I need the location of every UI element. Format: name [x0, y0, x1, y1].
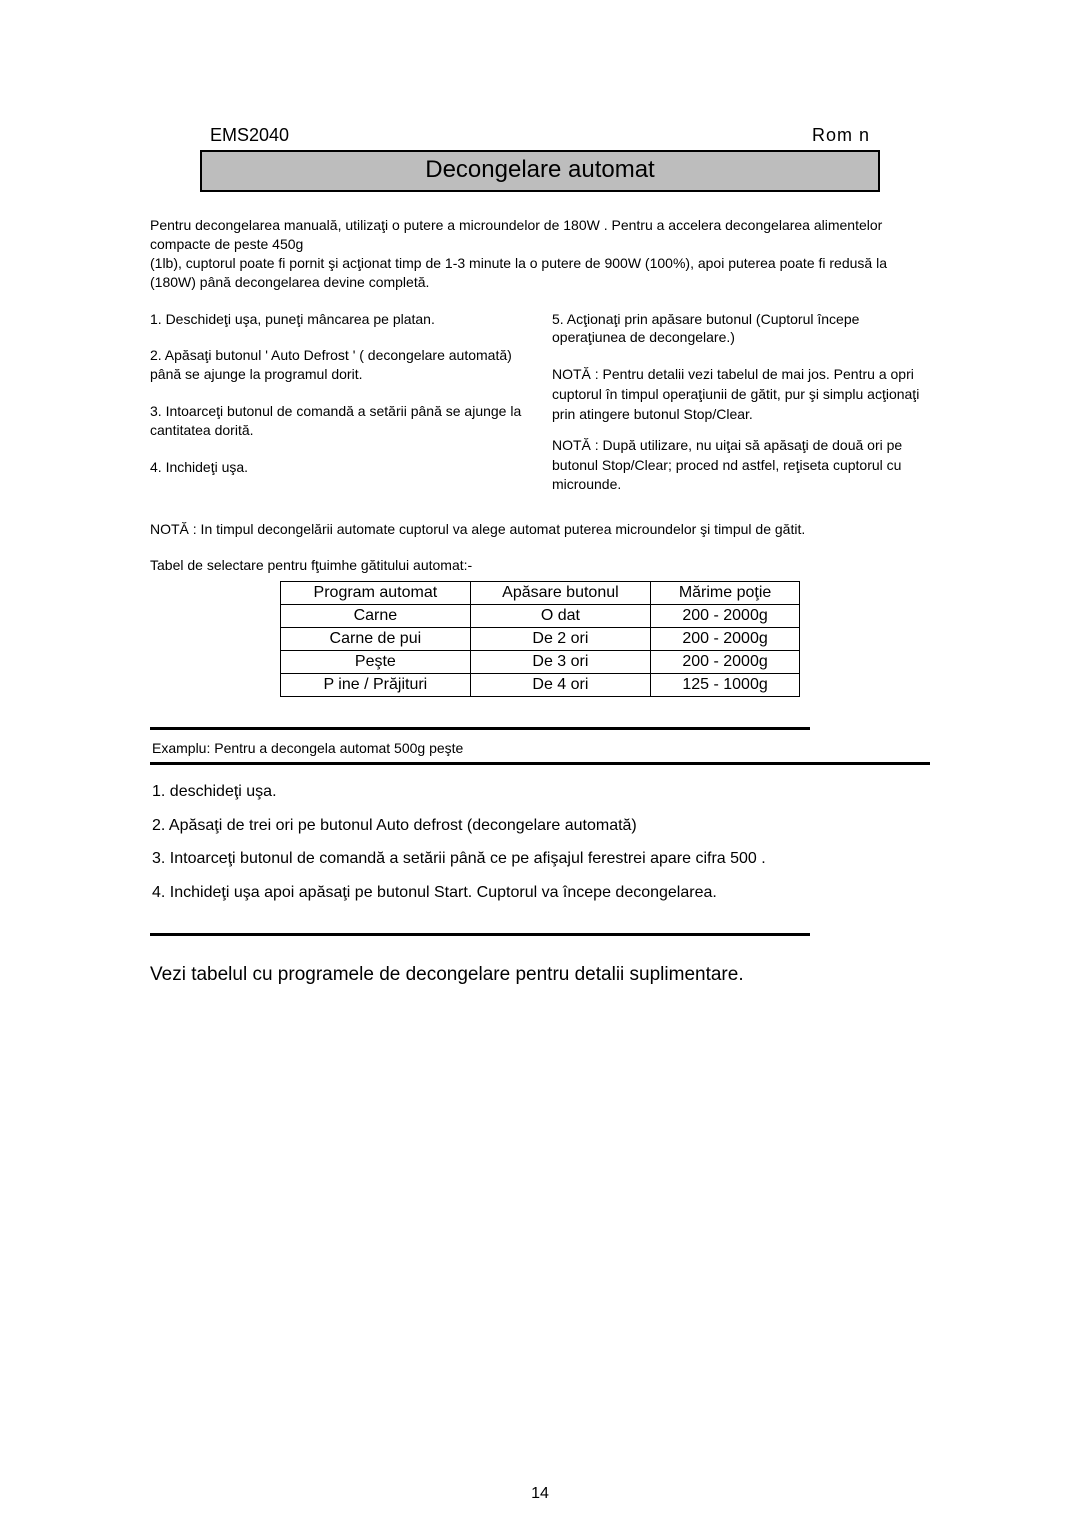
table-cell: Peşte [281, 650, 471, 673]
step-3: 3. Intoarceţi butonul de comandă a setăr… [150, 402, 528, 440]
header-row: EMS2040 Rom n [150, 125, 930, 150]
example-step-2: 2. Apăsaţi de trei ori pe butonul Auto d… [152, 809, 930, 843]
right-column: 5. Acţionaţi prin apăsare butonul (Cupto… [552, 310, 930, 507]
table-cell: Carne de pui [281, 627, 471, 650]
steps-columns: 1. Deschideţi uşa, puneţi mâncarea pe pl… [150, 310, 930, 507]
table-cell: 200 - 2000g [651, 650, 800, 673]
language-label: Rom n [812, 125, 870, 146]
table-cell: De 4 ori [470, 673, 650, 696]
model-label: EMS2040 [210, 125, 289, 146]
note-3: NOTĂ : In timpul decongelării automate c… [150, 521, 930, 537]
table-caption: Tabel de selectare pentru fţuimhe gătitu… [150, 557, 930, 573]
section-title: Decongelare automat [200, 150, 880, 192]
example-step-3: 3. Intoarceţi butonul de comandă a setăr… [152, 842, 930, 876]
selection-table: Program automat Apăsare butonul Mărime p… [280, 581, 800, 697]
intro-line-2: (1lb), cuptorul poate fi pornit şi acţio… [150, 254, 930, 292]
table-header-row: Program automat Apăsare butonul Mărime p… [281, 581, 800, 604]
table-cell: De 3 ori [470, 650, 650, 673]
divider [150, 933, 810, 936]
table-header-program: Program automat [281, 581, 471, 604]
table-row: P ine / Prăjituri De 4 ori 125 - 1000g [281, 673, 800, 696]
table-row: Carne de pui De 2 ori 200 - 2000g [281, 627, 800, 650]
divider [150, 727, 810, 730]
table-cell: De 2 ori [470, 627, 650, 650]
table-cell: O dat [470, 604, 650, 627]
table-cell: 200 - 2000g [651, 604, 800, 627]
title-bar-wrap: Decongelare automat [150, 150, 930, 192]
left-column: 1. Deschideţi uşa, puneţi mâncarea pe pl… [150, 310, 528, 507]
step-2: 2. Apăsaţi butonul ' Auto Defrost ' ( de… [150, 346, 528, 384]
intro-line-1: Pentru decongelarea manuală, utilizaţi o… [150, 216, 930, 254]
table-header-press: Apăsare butonul [470, 581, 650, 604]
step-4: 4. Inchideţi uşa. [150, 458, 528, 477]
table-cell: 125 - 1000g [651, 673, 800, 696]
final-note: Vezi tabelul cu programele de decongelar… [150, 964, 930, 986]
example-step-1: 1. deschideţi uşa. [152, 775, 930, 809]
table-row: Peşte De 3 ori 200 - 2000g [281, 650, 800, 673]
table-row: Carne O dat 200 - 2000g [281, 604, 800, 627]
divider [150, 762, 930, 765]
note-1: NOTĂ : Pentru detalii vezi tabelul de ma… [552, 365, 930, 424]
page-number: 14 [0, 1485, 1080, 1503]
intro-paragraph: Pentru decongelarea manuală, utilizaţi o… [150, 216, 930, 292]
example-title: Examplu: Pentru a decongela automat 500g… [150, 740, 930, 756]
table-cell: P ine / Prăjituri [281, 673, 471, 696]
example-steps: 1. deschideţi uşa. 2. Apăsaţi de trei or… [150, 775, 930, 909]
table-cell: Carne [281, 604, 471, 627]
note-2: NOTĂ : După utilizare, nu uiţai să apăsa… [552, 436, 930, 495]
step-5: 5. Acţionaţi prin apăsare butonul (Cupto… [552, 310, 930, 348]
step-1: 1. Deschideţi uşa, puneţi mâncarea pe pl… [150, 310, 528, 329]
manual-page: EMS2040 Rom n Decongelare automat Pentru… [0, 0, 1080, 1026]
selection-table-wrap: Program automat Apăsare butonul Mărime p… [150, 581, 930, 697]
table-header-portion: Mărime poţie [651, 581, 800, 604]
example-step-4: 4. Inchideţi uşa apoi apăsaţi pe butonul… [152, 876, 930, 910]
table-cell: 200 - 2000g [651, 627, 800, 650]
